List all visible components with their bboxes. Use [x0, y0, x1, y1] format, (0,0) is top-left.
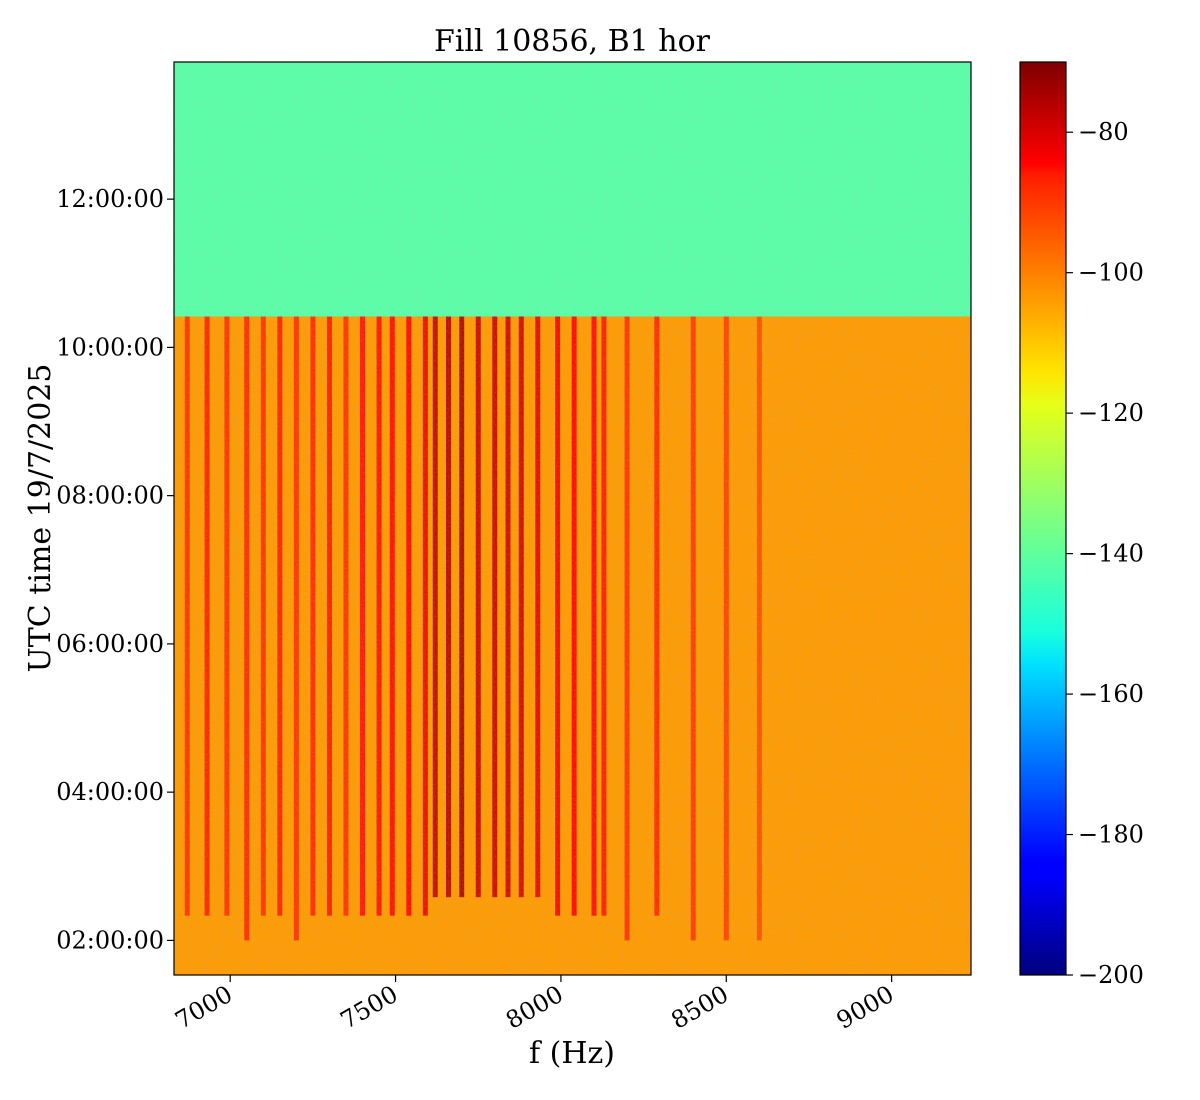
colorbar-gradient: [1019, 61, 1067, 976]
y-tick-label: 06:00:00: [56, 630, 164, 658]
x-tick-label: 7500: [336, 980, 403, 1035]
colorbar-ticks: −80 −100 −120 −140 −160 −180 −200: [1066, 118, 1144, 989]
x-tick-label: 7000: [170, 980, 237, 1035]
colorbar: −80 −100 −120 −140 −160 −180 −200: [1019, 61, 1144, 989]
x-tick-label: 8500: [666, 980, 733, 1035]
y-tick-label: 12:00:00: [56, 185, 164, 213]
x-tick-label: 9000: [832, 980, 899, 1035]
colorbar-tick-label: −160: [1078, 680, 1144, 708]
colorbar-tick-label: −80: [1078, 118, 1129, 146]
x-axis-label: f (Hz): [529, 1036, 615, 1071]
noise-texture: [174, 62, 971, 975]
y-tick-label: 10:00:00: [56, 333, 164, 361]
plot-frame: [173, 61, 972, 976]
colorbar-tick-label: −200: [1078, 961, 1144, 989]
chart-title: Fill 10856, B1 hor: [434, 24, 711, 59]
y-tick-label: 08:00:00: [56, 482, 164, 510]
plot-area: [174, 62, 971, 975]
y-tick-label: 04:00:00: [56, 778, 164, 806]
y-axis: 02:00:00 04:00:00 06:00:00 08:00:00 10:00:00…: [56, 185, 174, 954]
y-tick-label: 02:00:00: [56, 926, 164, 954]
colorbar-tick-label: −140: [1078, 540, 1144, 568]
y-axis-label: UTC time 19/7/2025: [23, 364, 58, 673]
colorbar-tick-label: −100: [1078, 259, 1144, 287]
x-axis: 7000 7500 8000 8500 9000: [170, 975, 899, 1035]
colorbar-tick-label: −120: [1078, 399, 1144, 427]
colorbar-tick-label: −180: [1078, 821, 1144, 849]
x-tick-label: 8000: [501, 980, 568, 1035]
